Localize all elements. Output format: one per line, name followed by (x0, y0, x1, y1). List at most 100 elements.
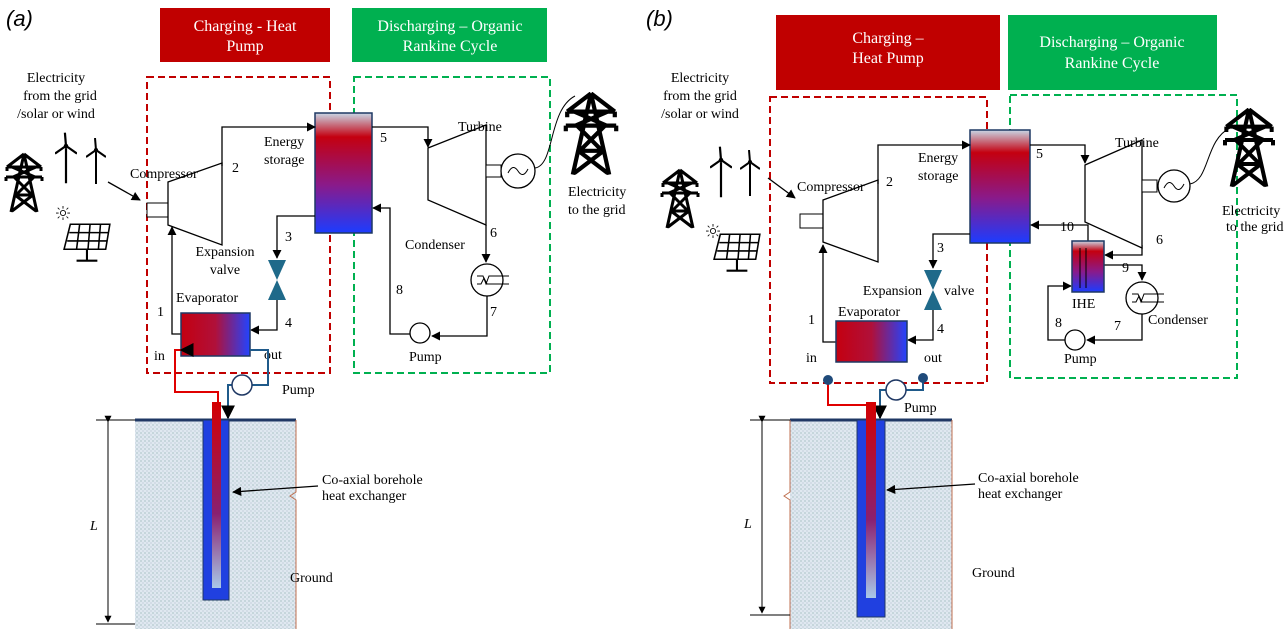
ground-loop-part (175, 350, 218, 405)
grid-tower (566, 93, 616, 174)
header-text: Charging – (852, 30, 924, 47)
pump-label: Pump (904, 401, 937, 416)
ground-section-part (866, 402, 876, 598)
orc-boundary (354, 77, 550, 373)
condenser (471, 264, 509, 296)
depth-dimension (750, 420, 790, 615)
state-number: 2 (232, 161, 239, 176)
ground-loop-part (232, 375, 252, 395)
ground-loop-part (823, 375, 833, 385)
header-text: Heat Pump (852, 50, 924, 67)
state-number: 8 (1055, 316, 1062, 331)
orc-pump (1065, 330, 1085, 350)
compressor-label: Compressor (130, 167, 198, 182)
valve-label: valve (944, 284, 974, 299)
header-text: Discharging – Organic (1039, 34, 1184, 51)
ihe-label: IHE (1072, 297, 1095, 312)
state-number: 1 (808, 313, 815, 328)
state-number: 4 (285, 316, 292, 331)
orc-pump (410, 323, 430, 343)
state-number: 7 (1114, 319, 1121, 334)
out-label: out (924, 351, 942, 366)
source-icons-part (86, 138, 106, 184)
in-label: in (806, 351, 817, 366)
borehole-label: Co-axial borehole (322, 473, 423, 488)
borehole-label: heat exchanger (978, 487, 1063, 502)
source-icons (662, 147, 760, 271)
heat-pump-pipes-part (908, 310, 933, 340)
heat-pump-pipes-part (823, 245, 836, 342)
depth-dimension (96, 420, 135, 624)
in-label: in (154, 349, 165, 364)
source-icons-part (662, 170, 698, 228)
ground-label: Ground (972, 566, 1015, 581)
energy-storage-tank-part (315, 113, 372, 233)
state-number: 6 (1156, 233, 1163, 248)
condenser-label: Condenser (1148, 313, 1208, 328)
header-text: Rankine Cycle (1065, 55, 1160, 72)
orc-pipes-part (432, 296, 487, 336)
source-icons-part (710, 147, 732, 198)
ground-loop-part (918, 373, 928, 383)
storage-label: storage (918, 169, 958, 184)
power-arrow (768, 178, 795, 198)
turbine (428, 96, 575, 225)
source-icons-part (6, 154, 42, 212)
expansion-valve (268, 260, 286, 300)
state-number: 10 (1060, 220, 1074, 235)
evaporator-label: Evaporator (838, 305, 901, 320)
output-label: to the grid (1226, 220, 1284, 235)
ground-loop-part (228, 385, 232, 418)
ground-loop-part (880, 390, 886, 418)
pump-label: Pump (282, 383, 315, 398)
depth-label: L (743, 517, 752, 532)
evaporator-label: Evaporator (176, 291, 239, 306)
energy-storage-tank (970, 130, 1030, 243)
state-number: 4 (937, 322, 944, 337)
state-number: 7 (490, 305, 497, 320)
output-label: Electricity (1222, 204, 1280, 219)
state-number: 5 (1036, 147, 1043, 162)
source-text: from the grid (663, 89, 737, 104)
state-number: 3 (937, 241, 944, 256)
source-text: /solar or wind (661, 107, 739, 122)
evaporator (836, 321, 907, 362)
compressor-part (800, 214, 823, 228)
borehole-label: heat exchanger (322, 489, 407, 504)
ground-loop-part (828, 380, 868, 408)
valve-label: valve (210, 263, 240, 278)
state-number: 9 (1122, 261, 1129, 276)
turbine-label: Turbine (458, 120, 502, 135)
condenser-label: Condenser (405, 238, 465, 253)
ground-loop-part (886, 380, 906, 400)
state-number: 3 (285, 230, 292, 245)
ground-section-part (784, 420, 790, 629)
power-arrow (108, 182, 140, 200)
panel-label: (b) (646, 6, 673, 31)
evaporator (181, 313, 250, 356)
expansion-valve-part (268, 260, 286, 280)
header-text: Rankine Cycle (403, 38, 498, 55)
orc-pipes-part (1105, 245, 1142, 255)
discharging-header (1008, 15, 1217, 90)
output-label: to the grid (568, 203, 626, 218)
source-icons-part (706, 224, 720, 238)
source-text: Electricity (671, 71, 729, 86)
turbine-part (486, 165, 501, 177)
panel-label: (a) (6, 6, 33, 31)
source-icons-part (64, 224, 110, 260)
source-text: Electricity (27, 71, 85, 86)
turbine-part (428, 125, 486, 225)
header-text: Charging - Heat (194, 18, 297, 35)
turbine-label: Turbine (1115, 136, 1159, 151)
turbine-part (535, 96, 575, 168)
ground-section (135, 402, 296, 629)
turbine-part (1142, 180, 1157, 192)
turbine-part (1085, 140, 1142, 248)
turbine-part (1190, 128, 1230, 184)
valve-label: Expansion (195, 245, 254, 260)
schematic: (a) Charging - Heat Pump Discharging – O… (0, 0, 1285, 629)
expansion-valve (924, 270, 942, 310)
source-icons-part (55, 133, 77, 184)
storage-label: Energy (264, 135, 304, 150)
